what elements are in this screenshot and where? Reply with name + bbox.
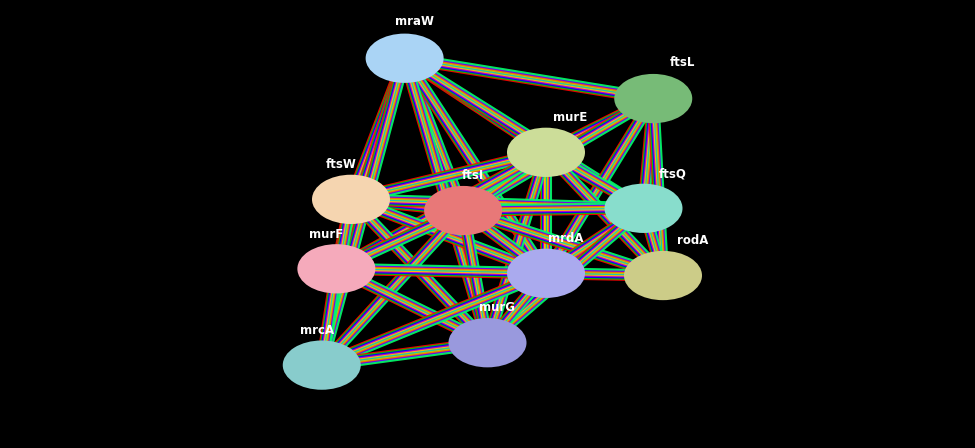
Text: ftsW: ftsW bbox=[326, 158, 357, 171]
Ellipse shape bbox=[507, 249, 585, 298]
Text: mrdA: mrdA bbox=[548, 232, 583, 245]
Text: rodA: rodA bbox=[677, 234, 708, 247]
Text: murG: murG bbox=[480, 302, 515, 314]
Text: murE: murE bbox=[553, 111, 588, 124]
Text: ftsI: ftsI bbox=[462, 169, 484, 182]
Ellipse shape bbox=[624, 251, 702, 300]
Ellipse shape bbox=[604, 184, 682, 233]
Ellipse shape bbox=[297, 244, 375, 293]
Ellipse shape bbox=[424, 186, 502, 235]
Text: mraW: mraW bbox=[395, 15, 434, 28]
Ellipse shape bbox=[366, 34, 444, 83]
Ellipse shape bbox=[448, 318, 526, 367]
Ellipse shape bbox=[507, 128, 585, 177]
Ellipse shape bbox=[312, 175, 390, 224]
Text: mrcA: mrcA bbox=[300, 324, 333, 337]
Ellipse shape bbox=[283, 340, 361, 390]
Ellipse shape bbox=[614, 74, 692, 123]
Text: ftsQ: ftsQ bbox=[659, 167, 686, 180]
Text: ftsL: ftsL bbox=[670, 56, 695, 69]
Text: murF: murF bbox=[309, 228, 344, 241]
